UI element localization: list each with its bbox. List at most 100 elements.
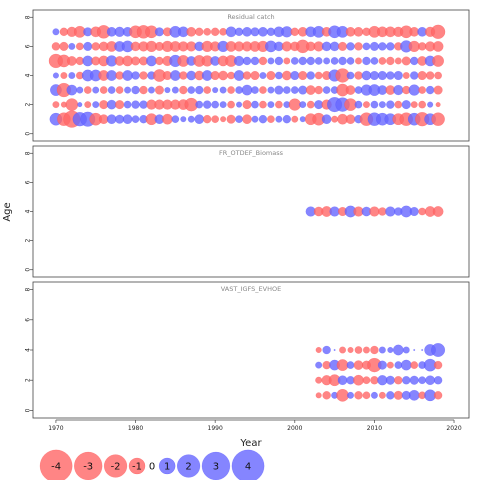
bubble-point [298, 85, 308, 95]
bubble-point [386, 100, 395, 109]
bubble-point [115, 100, 125, 110]
bubble-point [202, 114, 212, 124]
y-tick-label: 8 [25, 151, 32, 155]
bubble-point [233, 55, 245, 67]
bubble-point [212, 87, 219, 94]
bubble-point [336, 388, 349, 402]
x-tick-label: 1970 [48, 425, 63, 432]
bubble-point [281, 70, 292, 81]
bubble-point [306, 100, 315, 109]
y-tick-label: 4 [25, 348, 32, 352]
bubble-point [226, 114, 236, 124]
bubble-point [354, 391, 363, 400]
bubble-point [402, 375, 411, 385]
bubble-point [386, 71, 395, 80]
bubble-point [51, 42, 61, 51]
panel-title: VAST_IGFS_EVHOE [221, 285, 281, 293]
x-tick-label: 2010 [367, 425, 382, 432]
bubble-point [413, 349, 416, 352]
bubble-point [179, 85, 188, 95]
bubble-point [393, 70, 403, 81]
x-axis: 1970 1980 1990 2000 2010 2020 [48, 419, 462, 432]
y-tick-label: 6 [25, 180, 32, 184]
bubble-point [306, 56, 315, 66]
bubble-point [409, 206, 419, 217]
bubble-point [430, 24, 446, 40]
bubble-point [258, 56, 268, 66]
bubble-point [329, 41, 340, 52]
bubble-point [242, 114, 252, 125]
bubble-point [362, 376, 371, 385]
bubble-point [333, 349, 336, 352]
x-axis-label: Year [239, 438, 262, 449]
bubble-point [378, 207, 387, 216]
bubble-point [288, 98, 301, 111]
bubble-point [353, 26, 364, 37]
bubble-point [107, 86, 116, 94]
bubble-point [60, 72, 68, 79]
bubble-point [370, 57, 379, 65]
bubble-point [305, 85, 316, 95]
bubble-point [77, 102, 83, 108]
bubble-point [394, 100, 403, 109]
panel-3: VAST_IGFS_EVHOE 0 2 4 6 8 [25, 281, 470, 419]
bubble-point [315, 376, 323, 384]
legend-label: -4 [51, 462, 61, 473]
bubble-point [354, 42, 363, 51]
bubble-point [106, 70, 118, 81]
bubble-point [66, 84, 78, 96]
bubble-point [52, 72, 59, 79]
bubble-point [433, 375, 443, 385]
bubble-point [432, 206, 444, 217]
bubble-point [417, 42, 427, 51]
bubble-point [353, 360, 364, 370]
bubble-point [233, 70, 245, 81]
bubble-point [66, 56, 77, 66]
bubble-point [250, 56, 260, 66]
bubble-point [131, 115, 140, 124]
legend-bubble [128, 457, 146, 475]
bubble-point [99, 86, 108, 94]
bubble-point [203, 27, 212, 36]
bubble-point [331, 115, 339, 123]
panel-1: Residual catch 0 2 4 6 8 [25, 9, 470, 142]
bubble-point [267, 115, 275, 124]
bubble-point [378, 346, 386, 354]
bubble-point [409, 375, 419, 385]
bubble-point [219, 86, 227, 94]
y-tick-label: 8 [25, 15, 32, 19]
bubble-point [392, 344, 404, 356]
bubble-point [259, 86, 267, 94]
bubble-point [68, 42, 76, 50]
bubble-point [362, 101, 370, 109]
bubble-point [385, 206, 396, 217]
y-tick-label: 6 [25, 318, 32, 322]
bubble-point [131, 71, 140, 80]
bubble-point [122, 114, 133, 125]
bubble-point [274, 56, 284, 66]
bubble-point [330, 57, 339, 65]
bubble-point [154, 27, 164, 37]
legend-label: -2 [111, 462, 121, 473]
y-tick-label: 4 [25, 73, 32, 77]
bubble-point [299, 116, 306, 123]
y-tick-label: 0 [25, 132, 32, 136]
bubble-point [258, 114, 268, 124]
bubble-point [431, 112, 445, 126]
legend-label: -1 [132, 462, 142, 473]
bubble-point [171, 86, 179, 94]
bubble-point [115, 114, 125, 124]
bubble-point [433, 360, 443, 370]
y-tick-label: 0 [25, 408, 32, 412]
bubble-point [418, 100, 427, 109]
bubble-point [274, 71, 283, 80]
legend-bubble [231, 449, 265, 480]
legend-bubble [158, 457, 176, 475]
bubble-point [408, 389, 420, 401]
bubble-point [187, 115, 195, 123]
bubble-point [315, 361, 323, 369]
bubble-point [433, 85, 443, 95]
bubble-point [124, 86, 132, 94]
bubble-point [83, 86, 92, 94]
bubble-point [339, 346, 347, 354]
